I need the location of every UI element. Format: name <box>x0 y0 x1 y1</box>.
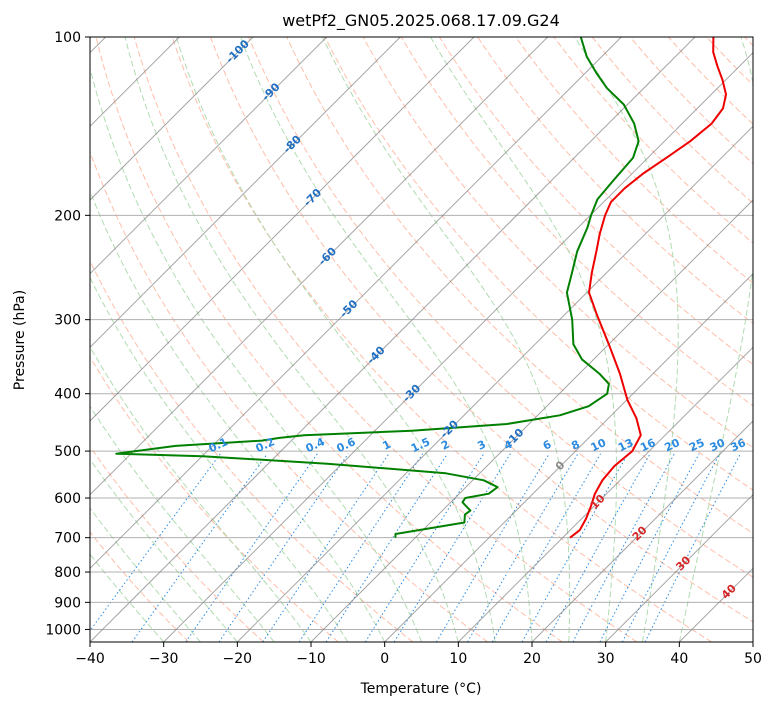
moist-adiabat <box>322 37 571 642</box>
dry-adiabat <box>90 531 190 642</box>
x-axis: −40 −30 −20 −10 0 10 20 30 40 50 <box>75 642 762 667</box>
mixing-ratio-line <box>298 453 424 642</box>
mixing-ratio-line <box>218 453 349 642</box>
mixing-ratio-line <box>467 453 579 642</box>
data-series <box>115 37 727 539</box>
moist-adiabat <box>90 458 238 642</box>
dry-adiabat <box>90 150 488 642</box>
moist-adiabat <box>124 37 459 642</box>
moist-adiabat <box>574 37 679 642</box>
isotherm-line <box>163 51 753 642</box>
x-tick-label: −10 <box>296 651 326 667</box>
x-tick-label: −20 <box>223 651 253 667</box>
dry-adiabat <box>515 37 753 284</box>
moist-adiabat <box>90 553 165 642</box>
isotherm-line <box>90 37 475 422</box>
x-tick-label: −30 <box>149 651 179 667</box>
mixing-ratio-label: 36 <box>729 436 749 454</box>
x-tick-label: 50 <box>744 651 762 667</box>
y-tick-label: 400 <box>54 387 81 403</box>
mixing-ratio-label: 25 <box>687 436 706 454</box>
y-tick-label: 300 <box>54 313 81 329</box>
x-tick-label: −40 <box>75 651 105 667</box>
plot-frame <box>89 36 754 643</box>
y-tick-label: 1000 <box>45 622 81 638</box>
dewpoint-line <box>115 37 640 538</box>
isotherms <box>90 37 753 642</box>
y-tick-label: 500 <box>54 444 81 460</box>
isotherm-line <box>90 37 549 496</box>
isotherm-line <box>90 37 401 349</box>
moist-adiabat <box>90 276 349 642</box>
dry-adiabat <box>248 37 753 578</box>
moist-adiabat <box>90 65 422 642</box>
isotherm-line <box>310 199 753 642</box>
isotherm-line <box>90 37 254 201</box>
dry-adiabat <box>438 37 753 366</box>
pressure-gridlines <box>90 37 753 630</box>
isotherm-line <box>236 125 753 642</box>
isotherm-line <box>457 346 753 642</box>
moist-adiabat <box>430 37 617 642</box>
x-tick-label: 20 <box>523 651 541 667</box>
mixing-ratio-line <box>90 453 221 632</box>
mixing-ratio-line <box>131 453 268 642</box>
dry-adiabat <box>90 445 264 642</box>
mixing-ratio-label: 13 <box>616 436 635 454</box>
dry-adiabat <box>90 356 339 642</box>
plot-area: -100-90-80-70-60-50-40-30-20 -10010203040… <box>90 37 753 642</box>
mixing-ratio-line <box>572 453 675 642</box>
y-tick-label: 800 <box>54 565 81 581</box>
y-tick-label: 700 <box>54 531 81 547</box>
isotherm-line <box>605 493 753 642</box>
moist-adiabat <box>90 507 201 642</box>
moist-adiabat <box>90 405 275 642</box>
mixing-ratio-label: 16 <box>638 436 658 454</box>
mixing-ratio-label: 20 <box>662 436 682 454</box>
dry-adiabat <box>133 37 638 642</box>
mixing-ratio-label: 10 <box>589 436 609 454</box>
x-tick-label: 30 <box>597 651 615 667</box>
moist-adiabat <box>175 37 496 642</box>
isotherm-line <box>90 37 622 570</box>
x-tick-label: 40 <box>670 651 688 667</box>
dry-adiabat <box>400 37 753 407</box>
moist-adiabat <box>90 189 386 642</box>
moist-adiabat <box>90 345 312 642</box>
moist-adiabat <box>239 37 533 642</box>
mixing-ratio-label: 30 <box>708 436 728 454</box>
y-axis-label: Pressure (hPa) <box>12 290 28 390</box>
isotherm-line <box>531 420 753 642</box>
isotherm-line <box>90 37 328 275</box>
isotherm-line <box>384 272 753 642</box>
y-axis: 100 200 300 400 500 600 700 800 900 1000 <box>45 30 90 638</box>
moist-adiabat <box>678 37 753 642</box>
temperature-line <box>569 37 727 539</box>
x-tick-label: 0 <box>380 651 389 667</box>
mixing-ratio-line <box>521 453 629 642</box>
y-tick-label: 600 <box>54 491 81 507</box>
y-tick-label: 200 <box>54 208 81 224</box>
y-tick-label: 100 <box>54 30 81 46</box>
mixing-ratio-line <box>325 453 449 642</box>
moist-adiabats <box>90 37 753 642</box>
mixing-ratio-line <box>185 453 318 642</box>
y-tick-label: 900 <box>54 595 81 611</box>
dry-adiabat <box>95 37 563 642</box>
chart-title: wetPf2_GN05.2025.068.17.09.G24 <box>282 11 560 31</box>
isotherm-line <box>90 37 696 642</box>
dry-adiabat <box>210 37 753 623</box>
mixing-ratio-line <box>599 453 700 642</box>
x-tick-label: 10 <box>449 651 467 667</box>
x-axis-label: Temperature (°C) <box>360 681 482 697</box>
